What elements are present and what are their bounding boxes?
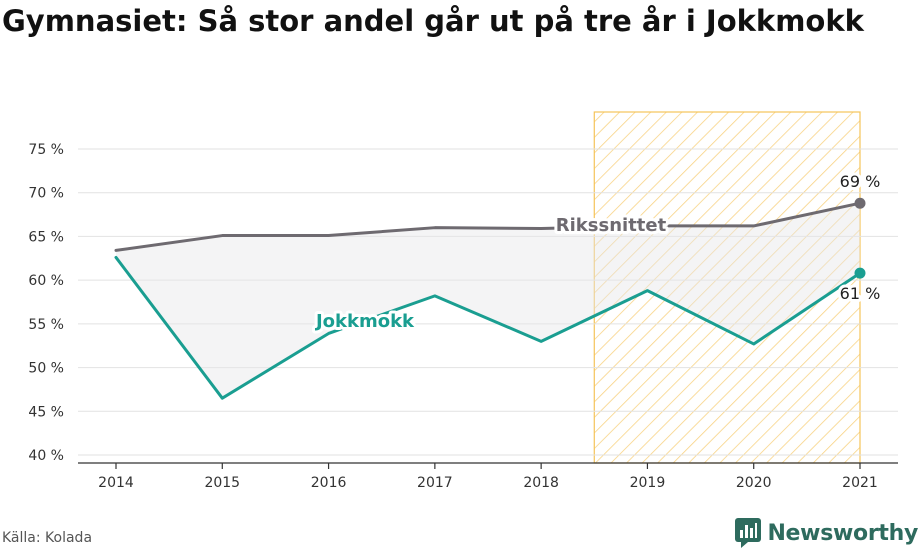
y-tick-label: 50 % — [28, 361, 64, 377]
brand: Newsworthy — [735, 518, 918, 548]
y-tick-label: 75 % — [28, 142, 64, 158]
y-tick-label: 60 % — [28, 273, 64, 289]
highlight-band — [593, 111, 861, 464]
x-tick-label: 2014 — [98, 475, 134, 491]
x-tick-label: 2017 — [417, 475, 453, 491]
brand-name: Newsworthy — [767, 520, 918, 546]
series-line-jokkmokk — [114, 255, 862, 400]
x-tick-label: 2018 — [523, 475, 559, 491]
end-point-rikssnittet — [854, 197, 866, 209]
svg-text:69 %: 69 % — [840, 172, 881, 191]
newsworthy-logo-icon — [735, 518, 762, 548]
series-line-rikssnittet — [114, 201, 862, 252]
y-tick-label: 70 % — [28, 186, 64, 202]
svg-text:Rikssnittet: Rikssnittet — [556, 215, 667, 236]
end-point-jokkmokk — [854, 267, 866, 279]
y-tick-label: 55 % — [28, 317, 64, 333]
y-tick-label: 40 % — [28, 448, 64, 464]
x-tick-label: 2019 — [630, 475, 666, 491]
svg-text:61 %: 61 % — [840, 284, 881, 303]
end-label-rikssnittet: 69 %69 % — [837, 169, 884, 194]
x-tick-label: 2016 — [311, 475, 347, 491]
svg-text:Rikssnittet: Rikssnittet — [556, 215, 667, 236]
svg-text:Jokkmokk: Jokkmokk — [314, 311, 415, 332]
y-tick-label: 65 % — [28, 229, 64, 245]
svg-text:61 %: 61 % — [840, 284, 881, 303]
svg-text:69 %: 69 % — [840, 172, 881, 191]
chart-title: Gymnasiet: Så stor andel går ut på tre å… — [2, 4, 864, 38]
end-label-jokkmokk: 61 %61 % — [837, 281, 884, 306]
x-tick-label: 2021 — [842, 475, 878, 491]
source-note: Källa: Kolada — [2, 530, 93, 546]
x-tick-label: 2015 — [204, 475, 240, 491]
y-tick-label: 45 % — [28, 404, 64, 420]
svg-text:Jokkmokk: Jokkmokk — [314, 311, 415, 332]
x-tick-label: 2020 — [736, 475, 772, 491]
